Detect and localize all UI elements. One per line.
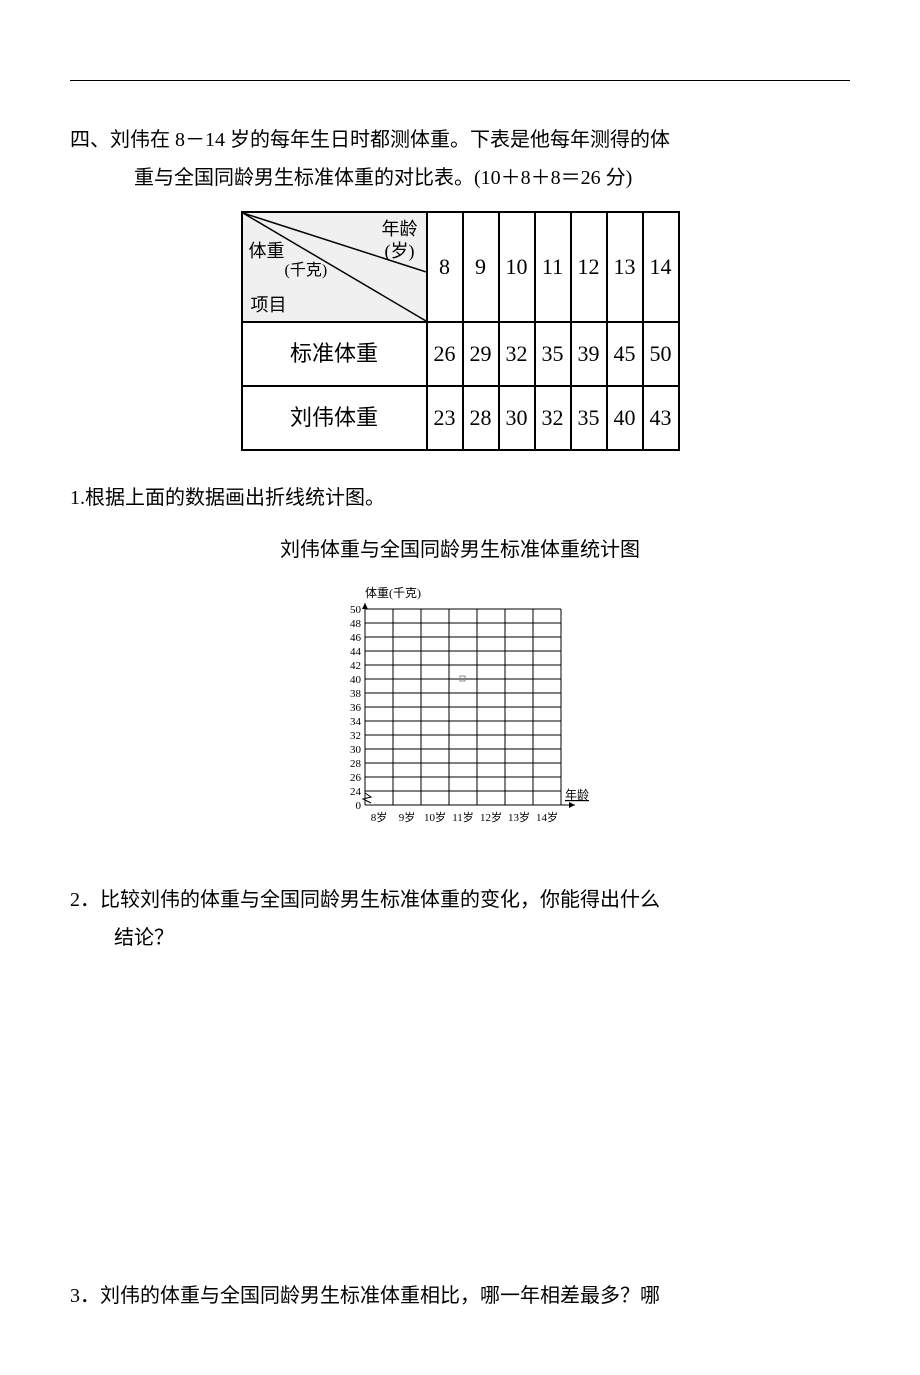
age-header: 10 [499, 212, 535, 322]
table-cell: 28 [463, 386, 499, 450]
svg-text:38: 38 [350, 688, 362, 700]
chart-grid-svg: 体重(千克)50 48 46 44 42 40 38 36 34 32 30 28 26 24 0 8岁 9岁 1… [295, 579, 625, 853]
table-row: 标准体重 26 29 32 35 39 45 50 [242, 322, 679, 386]
svg-text:34: 34 [350, 716, 362, 728]
age-header: 8 [427, 212, 463, 322]
weight-table: 年龄(岁) 体重 (千克) 项目 8 9 10 11 12 13 14 标准体重… [241, 211, 680, 451]
svg-text:10岁: 10岁 [424, 810, 446, 824]
svg-text:32: 32 [350, 730, 361, 742]
table-cell: 26 [427, 322, 463, 386]
table-cell: 45 [607, 322, 643, 386]
chart-title: 刘伟体重与全国同龄男生标准体重统计图 [70, 531, 850, 569]
svg-text:40: 40 [350, 674, 362, 686]
svg-text:年龄: 年龄 [565, 788, 589, 802]
svg-text:46: 46 [350, 632, 362, 644]
svg-text:0: 0 [356, 800, 362, 812]
age-header: 12 [571, 212, 607, 322]
svg-text:42: 42 [350, 660, 361, 672]
svg-text:26: 26 [350, 772, 362, 784]
top-rule [70, 80, 850, 81]
svg-text:50: 50 [350, 604, 362, 616]
table-cell: 35 [571, 386, 607, 450]
table-corner-cell: 年龄(岁) 体重 (千克) 项目 [242, 212, 427, 322]
svg-text:12岁: 12岁 [480, 810, 502, 824]
table-cell: 39 [571, 322, 607, 386]
table-cell: 32 [535, 386, 571, 450]
table-cell: 32 [499, 322, 535, 386]
table-row: 刘伟体重 23 28 30 32 35 40 43 [242, 386, 679, 450]
corner-age-label: 年龄(岁) [382, 219, 418, 262]
intro-line-2: 重与全国同龄男生标准体重的对比表。(10＋8＋8＝26 分) [70, 159, 850, 197]
svg-text:30: 30 [350, 744, 362, 756]
svg-text:体重(千克): 体重(千克) [365, 586, 421, 600]
corner-weight-unit: (千克) [285, 261, 328, 280]
svg-text:28: 28 [350, 758, 362, 770]
question-2-line-2: 结论？ [70, 919, 850, 957]
svg-text:8岁: 8岁 [371, 810, 388, 824]
svg-text:9岁: 9岁 [399, 810, 416, 824]
table-cell: 30 [499, 386, 535, 450]
age-header: 11 [535, 212, 571, 322]
row-label-std: 标准体重 [242, 322, 427, 386]
question-1-text: 1.根据上面的数据画出折线统计图。 [70, 479, 850, 517]
intro-line-1: 四、刘伟在 8－14 岁的每年生日时都测体重。下表是他每年测得的体 [70, 121, 850, 159]
svg-text:48: 48 [350, 618, 362, 630]
blank-chart: 体重(千克)50 48 46 44 42 40 38 36 34 32 30 28 26 24 0 8岁 9岁 1… [70, 579, 850, 853]
row-label-liu: 刘伟体重 [242, 386, 427, 450]
table-cell: 40 [607, 386, 643, 450]
svg-text:11岁: 11岁 [452, 810, 474, 824]
svg-text:36: 36 [350, 702, 362, 714]
corner-weight-label: 体重 [249, 241, 285, 263]
table-cell: 29 [463, 322, 499, 386]
age-header: 14 [643, 212, 679, 322]
table-cell: 50 [643, 322, 679, 386]
svg-text:14岁: 14岁 [536, 810, 558, 824]
svg-text:13岁: 13岁 [508, 810, 530, 824]
corner-project-label: 项目 [251, 295, 287, 317]
table-cell: 35 [535, 322, 571, 386]
svg-text:44: 44 [350, 646, 362, 658]
question-3-line-1: 3．刘伟的体重与全国同龄男生标准体重相比，哪一年相差最多？哪 [70, 1277, 850, 1315]
age-header: 9 [463, 212, 499, 322]
age-header: 13 [607, 212, 643, 322]
table-cell: 23 [427, 386, 463, 450]
table-cell: 43 [643, 386, 679, 450]
svg-text:24: 24 [350, 786, 362, 798]
question-2-line-1: 2．比较刘伟的体重与全国同龄男生标准体重的变化，你能得出什么 [70, 881, 850, 919]
